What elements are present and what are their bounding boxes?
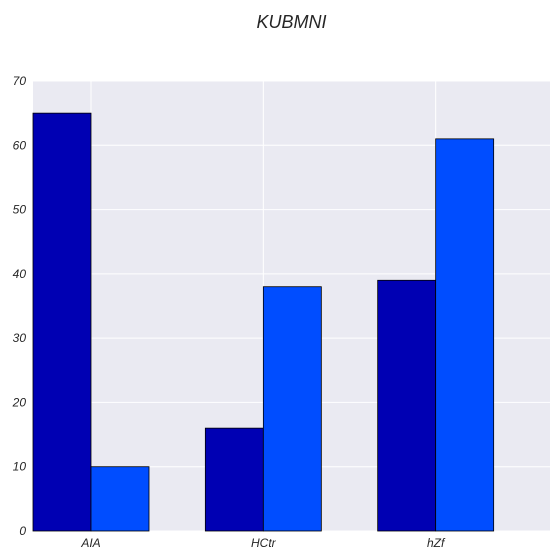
y-tick-label: 0 <box>19 524 26 538</box>
y-tick-label: 40 <box>13 267 27 281</box>
y-tick-label: 60 <box>13 138 27 152</box>
y-tick-label: 20 <box>12 395 27 409</box>
y-tick-label: 50 <box>13 203 27 217</box>
bar-hZf-series1 <box>377 279 437 532</box>
x-tick-label: HCtr <box>251 536 277 550</box>
bar-HCtr-series1 <box>204 427 264 532</box>
bar-hZf-series2 <box>435 138 495 532</box>
x-tick-label: hZf <box>427 536 446 550</box>
bar-AIA-series2 <box>90 466 150 532</box>
y-tick-label: 70 <box>13 74 27 88</box>
x-tick-label: AIA <box>80 536 100 550</box>
y-tick-label: 30 <box>13 331 27 345</box>
chart-title: KUBMNI <box>256 12 327 32</box>
y-tick-label: 10 <box>13 460 27 474</box>
bar-AIA-series1 <box>32 112 92 532</box>
bar-HCtr-series2 <box>262 286 322 532</box>
